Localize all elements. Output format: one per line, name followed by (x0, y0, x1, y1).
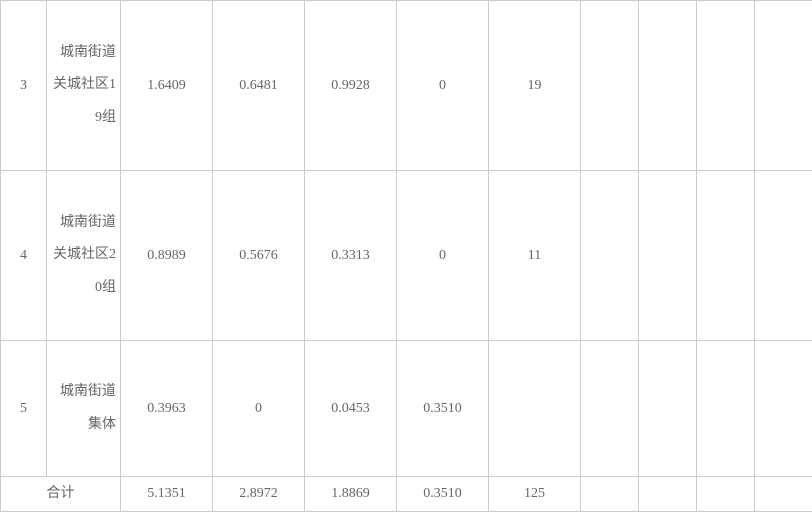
table-row: 4 城南街道关城社区20组 0.8989 0.5676 0.3313 0 11 (1, 171, 812, 341)
row-val: 0.0453 (305, 341, 397, 477)
total-val: 125 (489, 477, 581, 512)
row-val (639, 171, 697, 341)
row-val (581, 1, 639, 171)
row-val: 0.3963 (121, 341, 213, 477)
row-val: 0.5676 (213, 171, 305, 341)
row-val (489, 341, 581, 477)
row-val: 0.3313 (305, 171, 397, 341)
total-val (581, 477, 639, 512)
table-row: 3 城南街道关城社区19组 1.6409 0.6481 0.9928 0 19 (1, 1, 812, 171)
table-row-total: 合计 5.1351 2.8972 1.8869 0.3510 125 (1, 477, 812, 512)
row-name: 城南街道集体 (47, 341, 121, 477)
row-name: 城南街道关城社区20组 (47, 171, 121, 341)
total-val: 0.3510 (397, 477, 489, 512)
row-val: 0.3510 (397, 341, 489, 477)
row-val (639, 1, 697, 171)
total-val: 1.8869 (305, 477, 397, 512)
row-val (755, 171, 812, 341)
row-val (697, 341, 755, 477)
data-table: 3 城南街道关城社区19组 1.6409 0.6481 0.9928 0 19 … (0, 0, 812, 512)
row-val: 0.9928 (305, 1, 397, 171)
row-val (755, 1, 812, 171)
row-val: 0.8989 (121, 171, 213, 341)
total-val: 2.8972 (213, 477, 305, 512)
row-val: 0.6481 (213, 1, 305, 171)
row-val (639, 341, 697, 477)
row-val (697, 1, 755, 171)
total-val (697, 477, 755, 512)
total-label: 合计 (1, 477, 121, 512)
row-val: 11 (489, 171, 581, 341)
row-index: 3 (1, 1, 47, 171)
row-val (755, 341, 812, 477)
row-val (581, 171, 639, 341)
row-val (697, 171, 755, 341)
total-val (639, 477, 697, 512)
row-index: 5 (1, 341, 47, 477)
row-val (581, 341, 639, 477)
row-index: 4 (1, 171, 47, 341)
row-name: 城南街道关城社区19组 (47, 1, 121, 171)
row-val: 0 (397, 1, 489, 171)
row-val: 0 (397, 171, 489, 341)
row-val: 0 (213, 341, 305, 477)
row-val: 19 (489, 1, 581, 171)
row-val: 1.6409 (121, 1, 213, 171)
total-val: 5.1351 (121, 477, 213, 512)
total-val (755, 477, 812, 512)
table-row: 5 城南街道集体 0.3963 0 0.0453 0.3510 (1, 341, 812, 477)
